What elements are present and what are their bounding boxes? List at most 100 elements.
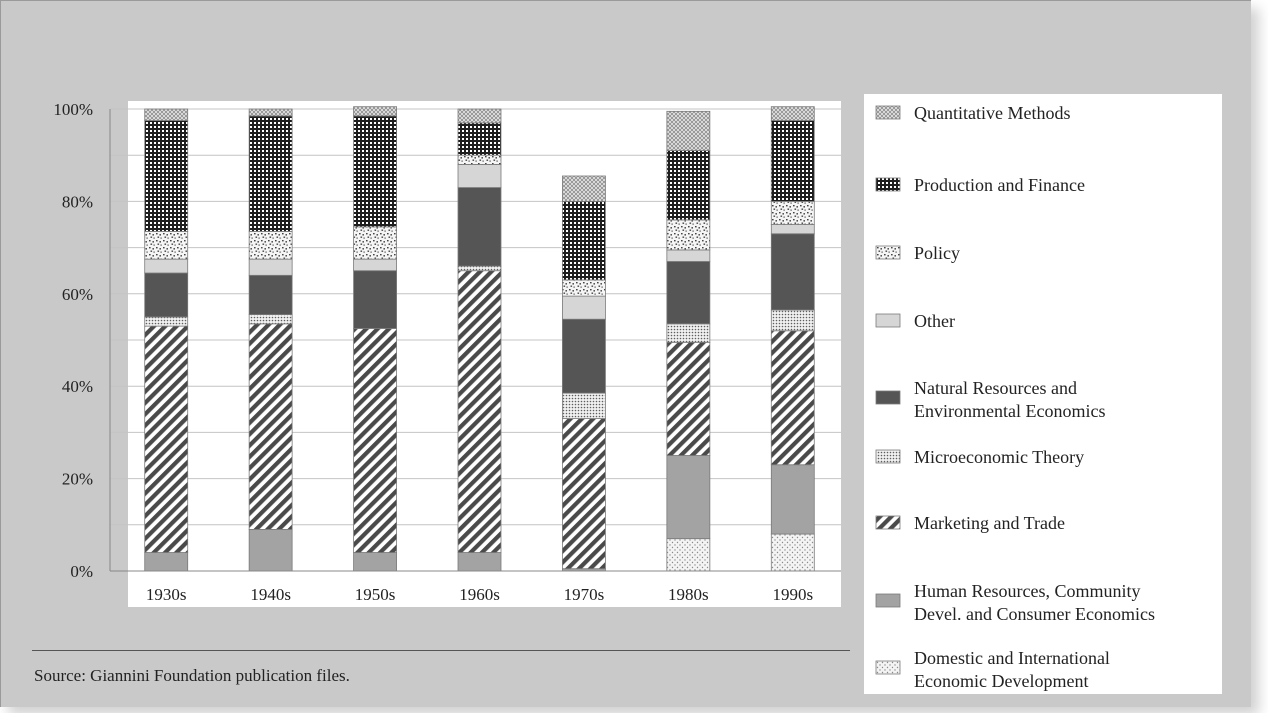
figure-panel: 0% 20% 40% 60% 80% 100% 1930s 1940s 1950s 1960s 19… (0, 0, 1251, 707)
legend-item-production-and-finance: Production and Finance (875, 175, 1085, 195)
legend-swatch (875, 390, 901, 405)
legend-item-policy: Policy (875, 243, 960, 263)
bar-1980s-quantitative-methods (666, 110, 711, 151)
bar-1980s-production-and-finance (666, 150, 711, 221)
bar-stack-1990s (770, 106, 815, 572)
axes: 0% 20% 40% 60% 80% 100% 1930s 1940s 1950s 1960s 19… (53, 100, 841, 604)
bar-1990s-microeconomic-theory (770, 309, 815, 332)
bar-1980s-other (666, 249, 711, 262)
bar-1960s-natural-resources-and-environmental-economics (457, 187, 502, 267)
bar-1940s-human-resources-community-devel-and-consumer-economics (248, 529, 293, 572)
legend-swatch (875, 515, 901, 530)
bar-1970s-other (562, 295, 606, 320)
x-tick-label: 1930s (146, 585, 187, 604)
bar-1960s-production-and-finance (457, 122, 502, 156)
bar-1950s-policy (353, 226, 397, 260)
x-tick-label: 1990s (772, 585, 813, 604)
legend-label: Other (914, 311, 955, 331)
bar-1960s-other (457, 164, 502, 188)
bar-stack-1960s (457, 108, 502, 572)
bar-1930s-production-and-finance (144, 120, 189, 232)
bar-1930s-natural-resources-and-environmental-economics (144, 272, 189, 318)
bar-1950s-natural-resources-and-environmental-economics (353, 270, 397, 329)
bar-stack-1930s (144, 108, 189, 572)
legend-item-other: Other (875, 311, 955, 331)
legend-swatch (875, 593, 901, 608)
bar-stack-1970s (562, 175, 606, 572)
source-divider (32, 650, 850, 651)
legend-label: Domestic and International Economic Devel… (914, 648, 1110, 691)
y-tick-label: 40% (62, 377, 93, 396)
bar-1940s-marketing-and-trade (248, 323, 293, 530)
bar-1990s-human-resources-community-devel-and-consumer-economics (770, 464, 815, 535)
bar-1970s-production-and-finance (562, 200, 606, 281)
legend-swatch (875, 105, 901, 120)
bar-1970s-microeconomic-theory (562, 392, 606, 419)
bar-stack-1950s (353, 106, 397, 572)
y-tick-label: 20% (62, 470, 93, 489)
legend-label: Marketing and Trade (914, 513, 1065, 533)
legend-item-marketing-and-trade: Marketing and Trade (875, 513, 1065, 533)
bars (144, 106, 815, 572)
bar-stack-1940s (248, 108, 293, 572)
legend-swatch (875, 177, 901, 192)
stacked-bar-chart: 0% 20% 40% 60% 80% 100% 1930s 1940s 1950s 1960s 19… (53, 94, 1222, 694)
legend-swatch (875, 449, 901, 464)
bar-1930s-human-resources-community-devel-and-consumer-economics (144, 552, 189, 572)
bar-1940s-production-and-finance (248, 115, 293, 232)
legend-label: Policy (914, 243, 960, 263)
x-tick-label: 1980s (668, 585, 709, 604)
legend-label: Quantitative Methods (914, 103, 1070, 123)
legend-label: Production and Finance (914, 175, 1085, 195)
legend-label: Microeconomic Theory (914, 447, 1084, 467)
bar-1990s-marketing-and-trade (770, 330, 815, 466)
bar-1930s-other (144, 258, 189, 274)
bar-1960s-policy (457, 154, 502, 165)
bar-1940s-policy (248, 231, 293, 260)
bar-1950s-human-resources-community-devel-and-consumer-economics (353, 552, 397, 572)
bar-1940s-microeconomic-theory (248, 314, 293, 325)
y-tick-label: 100% (53, 100, 93, 119)
legend-box (864, 94, 1222, 694)
bar-1980s-microeconomic-theory (666, 323, 711, 343)
legend-label: Human Resources, Community Devel. and Con… (914, 581, 1155, 624)
bar-1970s-policy (562, 279, 606, 297)
bar-1990s-production-and-finance (770, 120, 815, 202)
bar-1980s-domestic-and-international-economic-development (666, 538, 711, 572)
bar-1970s-marketing-and-trade (562, 418, 606, 570)
x-tick-label: 1940s (250, 585, 291, 604)
bar-1990s-natural-resources-and-environmental-economics (770, 233, 815, 311)
y-tick-label: 0% (70, 562, 93, 581)
legend-item-human-resources-community-devel-and-consumer-economics: Human Resources, Community Devel. and Con… (875, 581, 1155, 624)
bar-1990s-policy (770, 200, 815, 225)
bar-1930s-microeconomic-theory (144, 316, 189, 327)
bar-stack-1980s (666, 110, 711, 572)
bar-1980s-human-resources-community-devel-and-consumer-economics (666, 455, 711, 540)
legend-swatch (875, 660, 901, 675)
x-tick-label: 1950s (355, 585, 396, 604)
source-note: Source: Giannini Foundation publication … (34, 666, 350, 685)
bar-1980s-marketing-and-trade (666, 341, 711, 456)
bar-1990s-domestic-and-international-economic-development (770, 533, 815, 572)
legend: Quantitative Methods Production and Finan… (875, 103, 1155, 691)
x-tick-label: 1960s (459, 585, 500, 604)
bar-1980s-policy (666, 219, 711, 251)
bar-1930s-policy (144, 231, 189, 260)
legend-item-natural-resources-and-environmental-economics: Natural Resources and Environmental Econo… (875, 378, 1105, 421)
bar-1950s-production-and-finance (353, 115, 397, 228)
bar-1960s-quantitative-methods (457, 108, 502, 124)
x-tick-label: 1970s (564, 585, 605, 604)
y-tick-label: 60% (62, 285, 93, 304)
y-tick-label: 80% (62, 192, 93, 211)
legend-swatch (875, 245, 901, 260)
bar-1960s-marketing-and-trade (457, 270, 502, 553)
legend-item-microeconomic-theory: Microeconomic Theory (875, 447, 1084, 467)
bar-1990s-quantitative-methods (770, 106, 815, 121)
bar-1970s-quantitative-methods (562, 175, 606, 202)
bar-1950s-quantitative-methods (353, 106, 397, 117)
bar-1940s-quantitative-methods (248, 108, 293, 117)
bar-1960s-microeconomic-theory (457, 265, 502, 272)
bar-1930s-quantitative-methods (144, 108, 189, 121)
bar-1980s-natural-resources-and-environmental-economics (666, 261, 711, 325)
bar-1950s-marketing-and-trade (353, 328, 397, 553)
